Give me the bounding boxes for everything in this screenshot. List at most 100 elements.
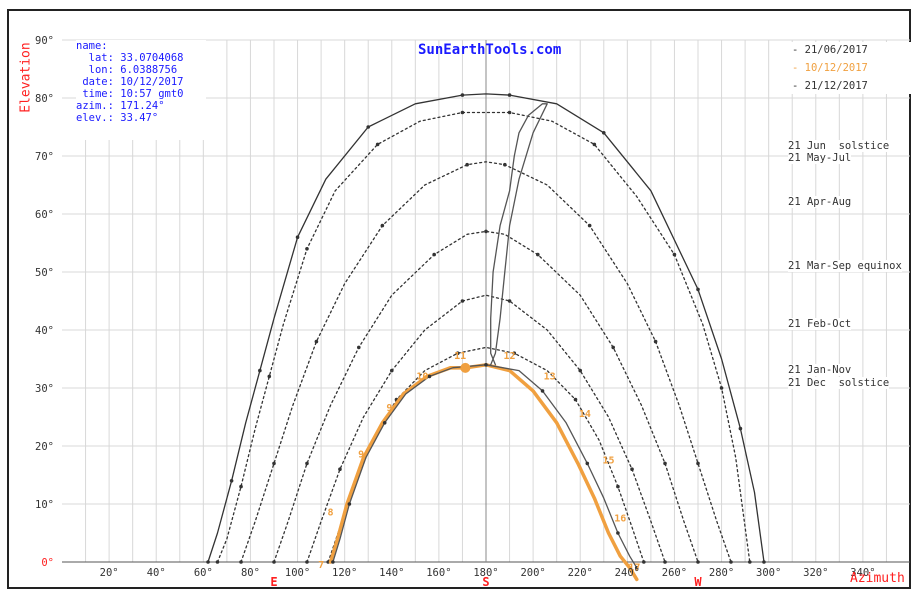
info-time-key: time: <box>82 88 114 100</box>
series-point <box>267 374 272 379</box>
info-elev-key: elev.: <box>76 112 114 124</box>
series-point <box>729 560 733 564</box>
cardinal-label: W <box>694 575 702 589</box>
series-point <box>338 467 342 472</box>
series-point <box>465 162 469 167</box>
hour-label: 7 <box>318 560 324 571</box>
x-tick-label: 160° <box>426 567 451 579</box>
series-point <box>484 363 488 367</box>
series-point <box>642 560 646 564</box>
series-point <box>696 287 700 292</box>
x-tick-label: 220° <box>568 567 593 579</box>
series-point <box>672 252 677 257</box>
info-lon-key: lon: <box>88 64 114 76</box>
curve-label-feb-oct: 21 Feb-Oct <box>788 318 852 330</box>
series-group <box>206 93 766 582</box>
sun-position-marker <box>460 362 471 373</box>
x-tick-label: 100° <box>285 567 310 579</box>
series-point <box>592 142 597 147</box>
axes <box>62 40 910 563</box>
cardinal-label: S <box>482 575 489 589</box>
series-point <box>762 560 766 564</box>
series-point <box>389 368 394 373</box>
y-tick-label: 10° <box>35 499 54 511</box>
x-tick-label: 300° <box>756 567 781 579</box>
series-point <box>380 223 385 228</box>
curve-label-apr-aug: 21 Apr-Aug <box>788 196 852 208</box>
series-point <box>305 560 309 564</box>
series-point <box>503 162 507 167</box>
hour-label: 8 <box>328 508 334 519</box>
series-point <box>663 461 667 466</box>
info-elev: elev.: 33.47° <box>76 112 158 124</box>
hour-label: 9 <box>386 403 392 414</box>
series-point <box>382 421 387 425</box>
series-point <box>748 560 752 564</box>
series-point <box>616 531 620 535</box>
info-lon: lon: 6.0388756 <box>76 64 178 76</box>
series-line <box>240 161 732 563</box>
series-point <box>314 339 319 344</box>
tick-labels: 20° 40° 60° 80° 100° 120° 140° 160° 180° 200° 220°… <box>35 35 876 589</box>
series-point <box>215 560 220 564</box>
series-point <box>427 374 432 379</box>
y-tick-label: 20° <box>35 441 54 453</box>
legend-item-jun: - 21/06/2017 <box>792 44 868 56</box>
info-name-key: name: <box>76 40 108 52</box>
y-axis-label: Elevation <box>14 30 34 130</box>
x-tick-label: 260° <box>662 567 687 579</box>
hour-labels: 7 8 9 9 10 11 12 13 14 15 16 17 <box>318 351 640 574</box>
series-point <box>653 339 658 344</box>
hour-label: 10 <box>416 371 428 382</box>
series-point <box>460 93 465 97</box>
info-azim-value: 171.24° <box>120 100 165 112</box>
curve-label-dec-solstice: 21 Dec solstice <box>788 377 890 389</box>
series-point <box>239 484 243 489</box>
hour-label: 9 <box>358 450 364 461</box>
hour-label: 16 <box>614 513 626 524</box>
legend: - 21/06/2017 - 10/12/2017 - 21/12/2017 <box>782 42 912 94</box>
x-tick-label: 20° <box>100 567 119 579</box>
x-tick-label: 280° <box>709 567 734 579</box>
x-tick-label: 200° <box>520 567 545 579</box>
info-date-value: 10/12/2017 <box>120 76 184 88</box>
info-elev-value: 33.47° <box>120 112 159 124</box>
info-time-value: 10:57 gmt0 <box>120 88 184 100</box>
series-point <box>616 484 620 489</box>
series-point <box>460 110 465 115</box>
series-point <box>239 560 243 564</box>
series-point <box>229 479 234 483</box>
info-block: name: lat: 33.0704068 lon: 6.0388756 dat… <box>76 40 206 140</box>
series-point <box>587 223 592 228</box>
series-point <box>696 461 700 466</box>
x-tick-label: 80° <box>241 567 260 579</box>
series-point <box>206 560 210 564</box>
legend-item-dec: - 21/12/2017 <box>792 80 868 92</box>
y-tick-label: 40° <box>35 325 54 337</box>
series-point <box>611 345 615 350</box>
series-point <box>305 247 309 251</box>
series-point <box>507 110 512 115</box>
cardinal-label: E <box>270 575 277 589</box>
info-date: date: 10/12/2017 <box>76 76 183 88</box>
y-tick-label: 30° <box>35 383 54 395</box>
series-point <box>258 368 262 373</box>
x-tick-label: 320° <box>803 567 828 579</box>
series-point <box>719 386 724 390</box>
x-tick-label: 40° <box>147 567 166 579</box>
y-tick-label: 60° <box>35 209 54 221</box>
curve-label-jun-solstice: 21 Jun solstice <box>788 140 890 152</box>
hour-label: 17 <box>628 563 640 574</box>
y-tick-label: 80° <box>35 93 54 105</box>
info-time: time: 10:57 gmt0 <box>76 88 183 100</box>
series-point <box>585 461 590 466</box>
hour-label: 11 <box>454 351 466 362</box>
series-point <box>455 351 460 356</box>
series-point <box>460 299 465 303</box>
y-tick-label: 70° <box>35 151 54 163</box>
series-point <box>696 560 700 564</box>
legend-item-current: - 10/12/2017 <box>792 62 868 74</box>
y-tick-label: 0° <box>41 557 54 569</box>
series-point <box>295 235 300 239</box>
